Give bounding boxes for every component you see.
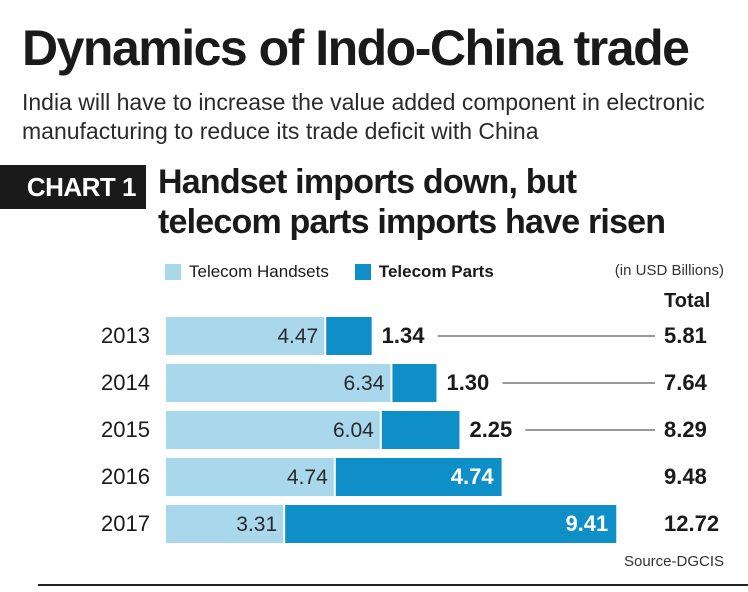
bar-parts [392, 364, 437, 402]
bar-parts [326, 317, 372, 355]
bar-handsets [166, 364, 391, 402]
parts-value-label: 1.30 [446, 370, 489, 395]
handsets-value-label: 4.47 [277, 325, 318, 348]
handsets-value-label: 3.31 [236, 513, 277, 536]
total-value-label: 7.64 [664, 370, 708, 395]
year-label: 2014 [101, 370, 150, 395]
chart-badge: CHART 1 [0, 165, 146, 209]
legend-swatch-handsets [165, 264, 181, 280]
handsets-value-label: 4.74 [287, 466, 328, 489]
legend: Telecom Handsets Telecom Parts [165, 262, 520, 282]
chart-heading-line1: Handset imports down, but [158, 163, 577, 201]
year-label: 2016 [101, 464, 150, 489]
total-header: Total [664, 290, 711, 312]
bar-handsets [166, 458, 334, 496]
parts-value-label: 2.25 [469, 417, 512, 442]
handsets-value-label: 6.04 [333, 419, 374, 442]
legend-item-parts: Telecom Parts [354, 262, 494, 282]
chart-heading: Handset imports down, but telecom parts … [158, 162, 666, 242]
subtitle: India will have to increase the value ad… [22, 89, 705, 144]
source-note: Source-DGCIS [623, 553, 724, 570]
parts-value-label: 4.74 [451, 464, 495, 489]
bar-parts [285, 505, 617, 543]
parts-value-label: 1.34 [382, 323, 426, 348]
bar-handsets [166, 505, 284, 543]
total-value-label: 12.72 [664, 511, 719, 536]
total-value-label: 5.81 [664, 323, 707, 348]
total-value-label: 9.48 [664, 464, 707, 489]
legend-label-handsets: Telecom Handsets [189, 262, 329, 281]
bar-handsets [166, 317, 325, 355]
year-label: 2013 [101, 323, 150, 348]
chart-heading-line2: telecom parts imports have risen [158, 203, 666, 241]
legend-label-parts: Telecom Parts [378, 262, 494, 281]
page-title: Dynamics of Indo-China trade [22, 20, 690, 76]
legend-item-handsets: Telecom Handsets [165, 262, 329, 282]
unit-note: (in USD Billions) [614, 262, 724, 279]
bar-parts [335, 458, 502, 496]
year-label: 2017 [101, 511, 150, 536]
bar-handsets [166, 411, 380, 449]
year-label: 2015 [101, 417, 150, 442]
handsets-value-label: 6.34 [344, 372, 385, 395]
parts-value-label: 9.41 [565, 511, 608, 536]
bar-parts [381, 411, 460, 449]
legend-swatch-parts [354, 264, 371, 280]
total-value-label: 8.29 [664, 417, 707, 442]
bottom-rule [38, 584, 748, 586]
